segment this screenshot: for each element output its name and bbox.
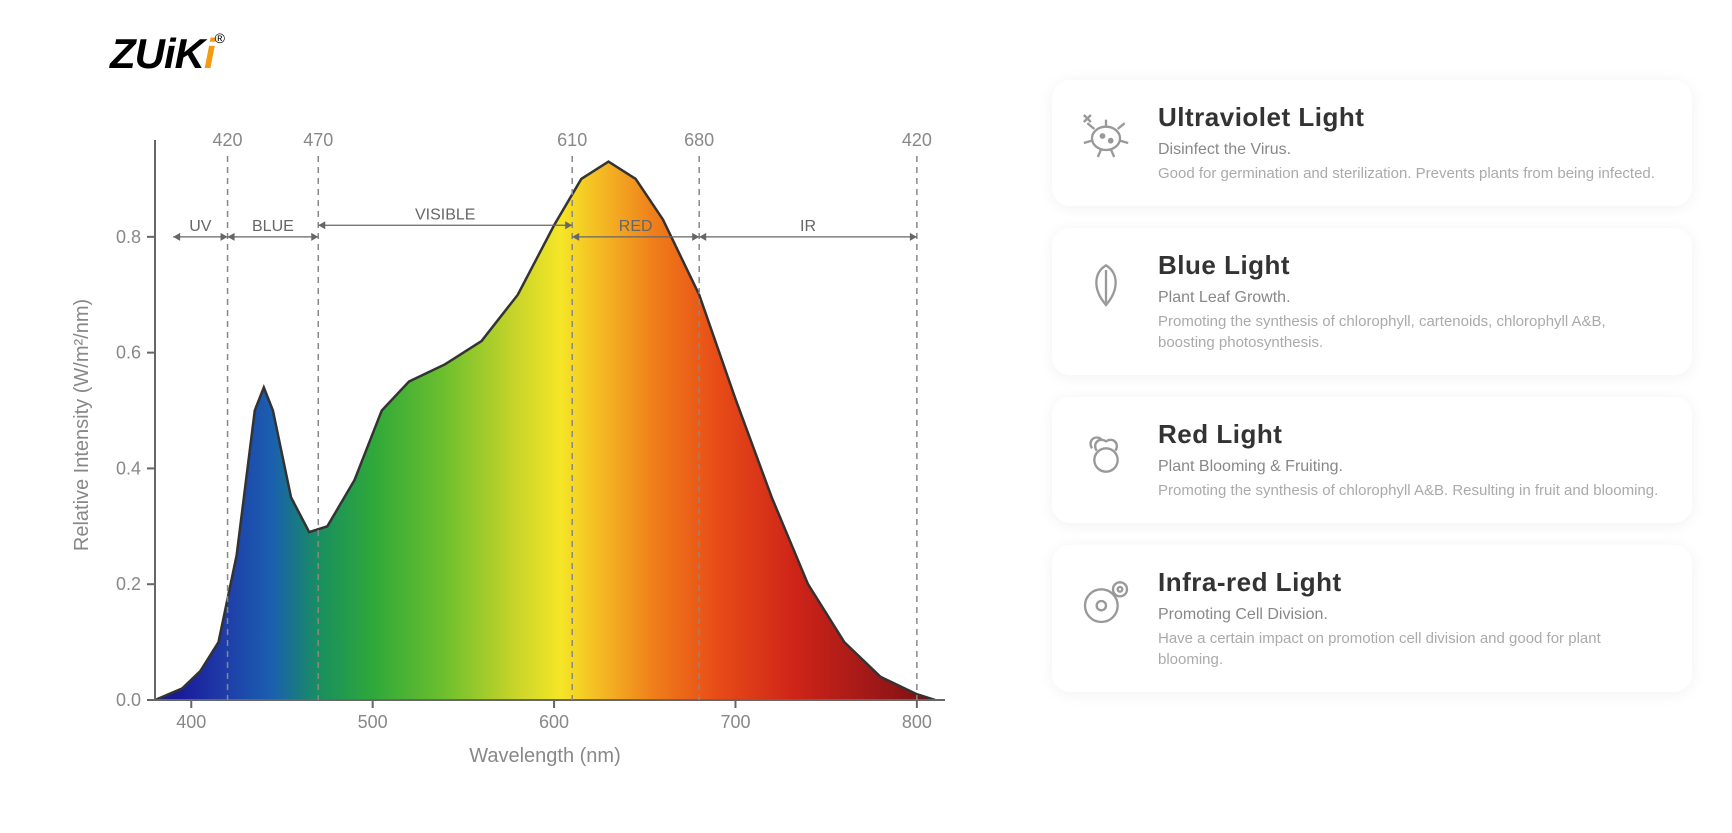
card-title: Ultraviolet Light	[1158, 102, 1666, 133]
region-label: RED	[619, 218, 653, 235]
leaf-icon	[1078, 256, 1134, 312]
top-marker-label: 470	[303, 130, 333, 150]
y-axis-label: Relative Intensity (W/m²/nm)	[71, 299, 93, 551]
card-desc: Promoting the synthesis of chlorophyll, …	[1158, 311, 1666, 353]
virus-icon	[1078, 108, 1134, 164]
x-axis-label: Wavelength (nm)	[469, 745, 621, 767]
region-label: VISIBLE	[415, 206, 475, 223]
top-marker-label: 610	[557, 130, 587, 150]
logo-text: ZUiK	[110, 30, 204, 77]
card-ir: Infra-red Light Promoting Cell Division.…	[1052, 545, 1692, 692]
card-desc: Promoting the synthesis of chlorophyll A…	[1158, 480, 1666, 501]
cell-icon	[1078, 573, 1134, 629]
logo-registered: ®	[215, 30, 224, 46]
top-marker-label: 420	[902, 130, 932, 150]
top-marker-label: 680	[684, 130, 714, 150]
x-tick-label: 600	[539, 712, 569, 732]
spectrum-svg: 0.0 0.2 0.4 0.6 0.8 400 500 600 700 800 Wavelength…	[60, 120, 960, 780]
x-tick-label: 700	[720, 712, 750, 732]
card-subtitle: Disinfect the Virus.	[1158, 141, 1666, 159]
card-blue: Blue Light Plant Leaf Growth. Promoting …	[1052, 228, 1692, 375]
brand-logo: ZUiKi®	[110, 30, 224, 78]
card-uv: Ultraviolet Light Disinfect the Virus. G…	[1052, 80, 1692, 206]
card-red: Red Light Plant Blooming & Fruiting. Pro…	[1052, 397, 1692, 523]
card-desc: Good for germination and sterilization. …	[1158, 163, 1666, 184]
region-label: BLUE	[252, 218, 294, 235]
x-tick-label: 800	[902, 712, 932, 732]
card-title: Infra-red Light	[1158, 567, 1666, 598]
region-label: IR	[800, 218, 816, 235]
logo-accent: i	[204, 30, 215, 77]
info-cards: Ultraviolet Light Disinfect the Virus. G…	[1052, 80, 1692, 692]
y-tick-label: 0.2	[116, 574, 141, 594]
y-tick-label: 0.0	[116, 690, 141, 710]
card-title: Blue Light	[1158, 250, 1666, 281]
y-tick-label: 0.6	[116, 343, 141, 363]
x-tick-label: 400	[176, 712, 206, 732]
spectrum-chart: 0.0 0.2 0.4 0.6 0.8 400 500 600 700 800 Wavelength…	[60, 120, 960, 780]
card-subtitle: Promoting Cell Division.	[1158, 606, 1666, 624]
card-title: Red Light	[1158, 419, 1666, 450]
y-tick-label: 0.8	[116, 227, 141, 247]
card-subtitle: Plant Leaf Growth.	[1158, 289, 1666, 307]
x-tick-label: 500	[358, 712, 388, 732]
top-marker-label: 420	[213, 130, 243, 150]
card-desc: Have a certain impact on promotion cell …	[1158, 628, 1666, 670]
flower-icon	[1078, 425, 1134, 481]
card-subtitle: Plant Blooming & Fruiting.	[1158, 458, 1666, 476]
y-tick-label: 0.4	[116, 458, 141, 478]
region-label: UV	[189, 218, 212, 235]
